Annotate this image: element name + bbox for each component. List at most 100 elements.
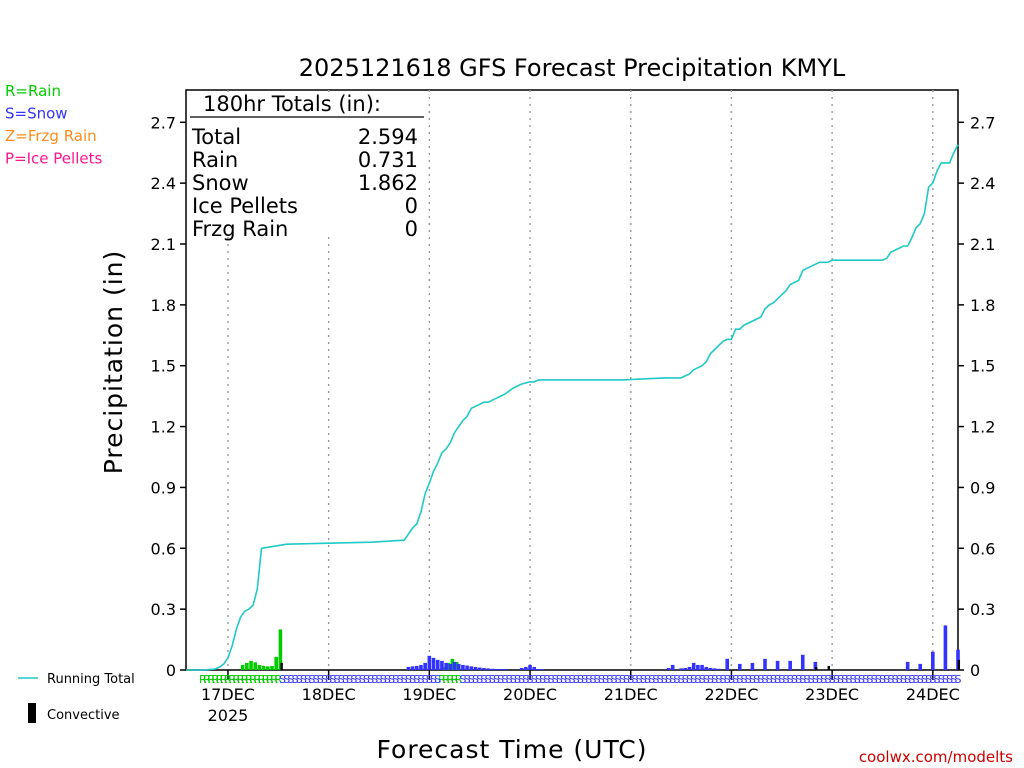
snow-marker: S	[929, 673, 936, 686]
snow-marker: S	[724, 673, 731, 686]
snow-marker: S	[610, 673, 617, 686]
type-legend-item: S=Snow	[5, 105, 68, 123]
snow-marker: S	[694, 673, 701, 686]
snow-marker: S	[300, 673, 307, 686]
watermark: coolwx.com/modelts	[859, 748, 1013, 766]
snow-marker: S	[657, 673, 664, 686]
snow-marker: S	[363, 673, 370, 686]
snow-bar	[750, 662, 755, 670]
snow-marker: S	[527, 673, 534, 686]
y-tick-label: 0.3	[151, 600, 176, 619]
rain-marker: R	[266, 673, 274, 686]
snow-marker: S	[736, 673, 743, 686]
snow-bar	[419, 664, 423, 670]
snow-bar	[410, 666, 415, 670]
snow-marker: S	[409, 673, 416, 686]
rain-marker: R	[245, 673, 253, 686]
snow-bar	[532, 666, 537, 670]
snow-marker: S	[690, 673, 697, 686]
snow-marker: S	[866, 673, 873, 686]
snow-marker: S	[510, 673, 517, 686]
rain-marker: R	[203, 673, 211, 686]
snow-marker: S	[892, 673, 899, 686]
snow-bar	[473, 666, 478, 670]
snow-bar	[540, 669, 545, 670]
snow-marker: S	[531, 673, 538, 686]
snow-marker: S	[287, 673, 294, 686]
rain-bar	[270, 665, 274, 670]
snow-bar	[423, 662, 427, 670]
rain-bar	[454, 661, 459, 670]
snow-marker: S	[602, 673, 609, 686]
rain-bar	[261, 665, 266, 670]
snow-marker: S	[422, 673, 429, 686]
snow-marker: S	[577, 673, 584, 686]
totals-row-value: 1.862	[358, 171, 418, 195]
snow-marker: S	[430, 673, 437, 686]
snow-marker: S	[673, 673, 680, 686]
snow-marker: S	[950, 673, 957, 686]
snow-marker: S	[875, 673, 882, 686]
snow-marker: S	[946, 673, 953, 686]
snow-marker: S	[745, 673, 752, 686]
snow-bar	[763, 658, 767, 670]
snow-bar	[905, 661, 910, 670]
snow-marker: S	[887, 673, 894, 686]
snow-marker: S	[376, 673, 383, 686]
snow-marker: S	[837, 673, 844, 686]
y-tick-label-right: 2.1	[970, 235, 995, 254]
snow-bar	[490, 668, 495, 670]
snow-marker: S	[938, 673, 945, 686]
totals-box: 180hr Totals (in): Total 2.594 Rain 0.731 Sno…	[190, 92, 424, 241]
snow-marker: S	[497, 673, 504, 686]
rain-marker: R	[212, 673, 220, 686]
convective-bar	[814, 666, 818, 670]
snow-marker: S	[308, 673, 315, 686]
snow-bar	[725, 658, 730, 670]
rain-marker: R	[228, 673, 236, 686]
rain-bar	[278, 629, 283, 670]
snow-marker: S	[774, 673, 781, 686]
snow-marker: S	[795, 673, 802, 686]
rain-bar	[240, 664, 245, 670]
snow-bar	[444, 662, 448, 670]
totals-row-label: Frzg Rain	[192, 217, 288, 241]
snow-marker: S	[279, 673, 286, 686]
snow-marker: S	[426, 673, 433, 686]
snow-marker: S	[396, 673, 403, 686]
snow-marker: S	[770, 673, 777, 686]
rain-marker: R	[455, 673, 463, 686]
snow-bar	[691, 662, 696, 670]
snow-bar	[918, 663, 923, 670]
snow-marker: S	[480, 673, 487, 686]
snow-marker: S	[589, 673, 596, 686]
x-tick-label: 23DEC	[805, 685, 859, 704]
snow-marker: S	[942, 673, 949, 686]
rain-bar	[257, 664, 262, 670]
snow-marker: S	[548, 673, 555, 686]
snow-bar	[788, 660, 792, 670]
snow-marker: S	[741, 673, 748, 686]
snow-marker: S	[749, 673, 756, 686]
rain-bar	[266, 666, 270, 670]
snow-marker: S	[896, 673, 903, 686]
snow-bar	[524, 666, 528, 670]
snow-marker: S	[707, 673, 714, 686]
snow-marker: S	[623, 673, 630, 686]
x-tick-label: 21DEC	[604, 685, 658, 704]
snow-marker: S	[522, 673, 529, 686]
snow-marker: S	[359, 673, 366, 686]
snow-bar	[465, 665, 469, 670]
snow-marker: S	[598, 673, 605, 686]
rain-marker: R	[237, 673, 245, 686]
snow-marker: S	[934, 673, 941, 686]
convective-bar	[957, 659, 961, 670]
snow-marker: S	[925, 673, 932, 686]
snow-marker: S	[367, 673, 374, 686]
snow-bar	[486, 668, 490, 670]
x-axis: 17DEC 18DEC 19DEC 20DEC 21DEC 22DEC 23DEC 24DEC…	[201, 670, 960, 725]
rain-bar	[450, 658, 455, 670]
totals-background	[190, 92, 424, 237]
snow-marker: S	[464, 673, 471, 686]
